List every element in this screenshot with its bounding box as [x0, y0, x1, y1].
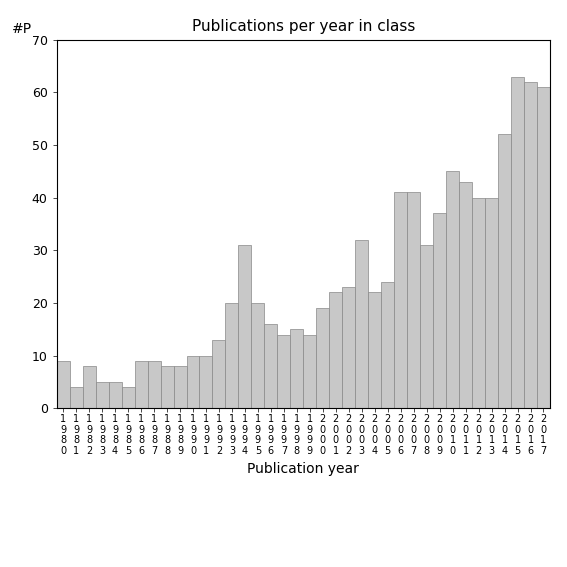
Bar [83, 366, 96, 408]
Bar [213, 340, 226, 408]
Bar [433, 213, 446, 408]
Bar [134, 361, 147, 408]
Bar [420, 245, 433, 408]
Bar [290, 329, 303, 408]
Bar [498, 134, 511, 408]
Title: Publications per year in class: Publications per year in class [192, 19, 415, 35]
Bar [200, 356, 213, 408]
Bar [537, 87, 550, 408]
Bar [187, 356, 200, 408]
Bar [160, 366, 174, 408]
Bar [407, 192, 420, 408]
Bar [174, 366, 187, 408]
Bar [226, 303, 239, 408]
Text: #P: #P [12, 22, 32, 36]
Bar [446, 171, 459, 408]
Bar [277, 335, 290, 408]
Bar [485, 198, 498, 408]
Bar [96, 382, 109, 408]
Bar [264, 324, 277, 408]
Bar [472, 198, 485, 408]
Bar [239, 245, 251, 408]
Bar [511, 77, 524, 408]
Bar [303, 335, 316, 408]
X-axis label: Publication year: Publication year [247, 462, 359, 476]
Bar [342, 287, 356, 408]
Bar [121, 387, 134, 408]
Bar [70, 387, 83, 408]
Bar [356, 240, 368, 408]
Bar [381, 282, 394, 408]
Bar [368, 293, 381, 408]
Bar [394, 192, 407, 408]
Bar [251, 303, 264, 408]
Bar [329, 293, 342, 408]
Bar [316, 308, 329, 408]
Bar [147, 361, 160, 408]
Bar [57, 361, 70, 408]
Bar [109, 382, 121, 408]
Bar [459, 182, 472, 408]
Bar [524, 82, 537, 408]
